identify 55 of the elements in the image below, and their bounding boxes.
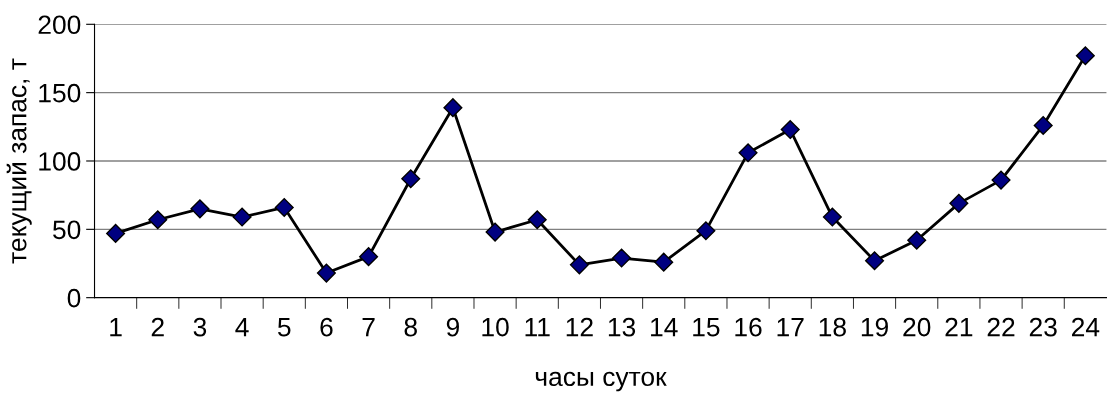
x-tick-label: 17 — [777, 318, 804, 337]
x-tick-label: 5 — [277, 318, 291, 337]
x-axis-title: часы суток — [535, 371, 667, 392]
point — [148, 210, 168, 230]
x-tick-label: 3 — [193, 317, 207, 337]
x-tick-label: 14 — [651, 318, 678, 337]
x-tick-label: 22 — [987, 317, 1015, 337]
point — [949, 193, 969, 213]
x-tick-label: 24 — [1072, 317, 1100, 337]
point — [612, 248, 632, 268]
point — [316, 263, 336, 283]
x-tick-label: 6 — [320, 317, 333, 337]
point — [527, 210, 547, 230]
x-tick-label: 21 — [945, 317, 973, 337]
point — [359, 247, 379, 267]
y-tick-label: 0 — [67, 288, 81, 308]
y-tick-label: 150 — [39, 83, 81, 103]
x-tick-label: 11 — [525, 318, 550, 337]
point — [485, 222, 505, 242]
point — [106, 223, 126, 243]
x-tick-label: 10 — [482, 317, 509, 337]
x-tick-label: 8 — [404, 317, 417, 337]
y-tick-label: 200 — [38, 15, 81, 35]
point — [1075, 46, 1095, 66]
y-axis-title: текущий запас, т — [6, 58, 32, 264]
point — [190, 199, 210, 219]
y-tick-label: 100 — [39, 152, 81, 171]
point — [654, 252, 674, 272]
x-tick-label: 23 — [1029, 317, 1057, 337]
point — [1033, 115, 1053, 135]
x-tick-label: 7 — [362, 318, 375, 337]
point — [991, 170, 1011, 190]
x-tick-label: 15 — [693, 318, 720, 337]
x-tick-label: 18 — [819, 317, 846, 337]
point — [401, 169, 421, 189]
x-tick-label: 13 — [608, 317, 636, 337]
y-tick-label: 50 — [53, 220, 81, 240]
point — [443, 98, 463, 118]
x-tick-label: 4 — [235, 318, 249, 337]
x-tick-label: 2 — [151, 317, 164, 337]
point — [738, 143, 758, 163]
x-tick-label: 20 — [903, 317, 931, 337]
point — [822, 207, 842, 227]
point — [232, 207, 252, 227]
x-tick-label: 16 — [735, 317, 762, 337]
x-tick-label: 9 — [446, 317, 459, 337]
point — [780, 120, 800, 140]
point — [569, 255, 589, 275]
point — [274, 197, 294, 217]
x-tick-label: 1 — [110, 318, 122, 337]
point — [907, 230, 927, 250]
point — [865, 251, 885, 271]
x-tick-label: 12 — [566, 317, 593, 337]
point — [696, 221, 716, 241]
x-tick-label: 19 — [861, 317, 888, 337]
